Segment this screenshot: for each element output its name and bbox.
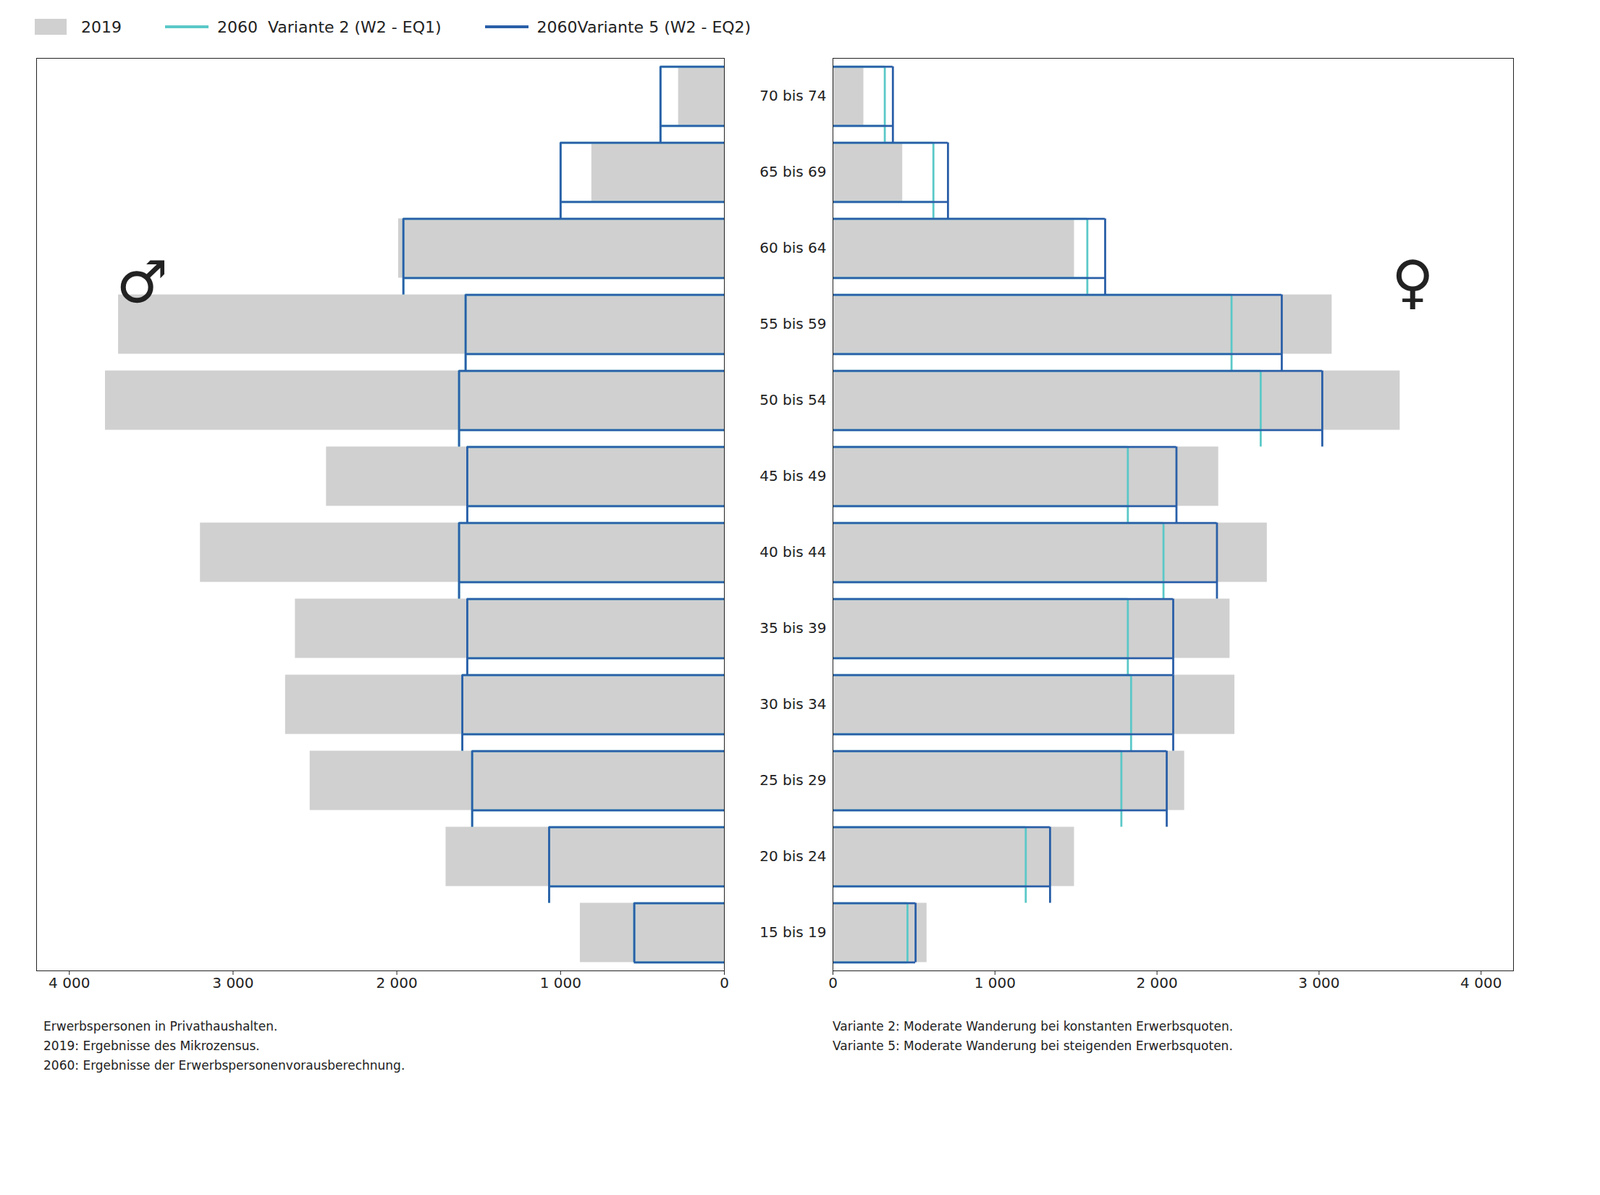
svg-text:♂: ♂ xyxy=(116,248,169,316)
html-text:Variante 2: Moderate Wanderung: Variante 2: Moderate Wanderung bei konst… xyxy=(832,1018,1234,1053)
svg-text:35 bis 39: 35 bis 39 xyxy=(759,619,827,637)
svg-text:55 bis 59: 55 bis 59 xyxy=(759,314,827,333)
svg-text:1 000: 1 000 xyxy=(540,973,582,992)
svg-text:20 bis 24: 20 bis 24 xyxy=(759,847,827,865)
svg-text:25 bis 29: 25 bis 29 xyxy=(759,771,827,789)
html-text:2060 Variante 2 (W2 - EQ1): 2060 Variante 2 (W2 - EQ1) xyxy=(217,17,442,36)
svg-text:♀: ♀ xyxy=(1391,248,1435,316)
svg-text:45 bis 49: 45 bis 49 xyxy=(759,466,827,485)
svg-text:4 000: 4 000 xyxy=(1460,973,1502,992)
svg-text:0: 0 xyxy=(719,973,730,992)
svg-text:1 000: 1 000 xyxy=(974,973,1016,992)
svg-text:65 bis 69: 65 bis 69 xyxy=(759,162,827,181)
html-text:Erwerbspersonen in Privathaush: Erwerbspersonen in Privathaushalten. 201… xyxy=(43,1018,405,1073)
svg-text:3 000: 3 000 xyxy=(212,973,254,992)
html-text:2060Variante 5 (W2 - EQ2): 2060Variante 5 (W2 - EQ2) xyxy=(536,17,751,36)
svg-text:40 bis 44: 40 bis 44 xyxy=(759,542,827,561)
svg-text:50 bis 54: 50 bis 54 xyxy=(759,390,827,409)
svg-text:0: 0 xyxy=(828,973,838,992)
svg-text:70 bis 74: 70 bis 74 xyxy=(759,86,827,105)
svg-text:60 bis 64: 60 bis 64 xyxy=(759,238,827,257)
svg-text:15 bis 19: 15 bis 19 xyxy=(759,923,827,941)
svg-text:30 bis 34: 30 bis 34 xyxy=(759,695,827,713)
svg-text:2 000: 2 000 xyxy=(375,973,418,992)
svg-text:4 000: 4 000 xyxy=(48,973,90,992)
svg-text:3 000: 3 000 xyxy=(1298,973,1340,992)
html-text:2019: 2019 xyxy=(81,17,122,36)
svg-text:2 000: 2 000 xyxy=(1135,973,1178,992)
